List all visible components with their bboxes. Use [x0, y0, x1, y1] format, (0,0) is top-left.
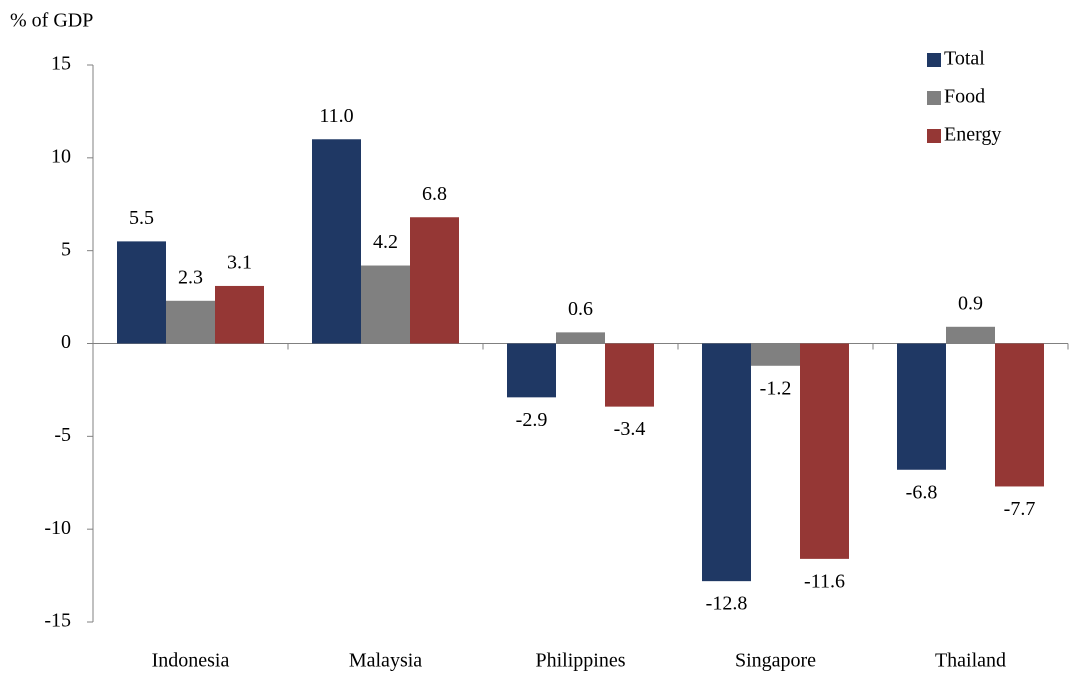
value-label: -1.2: [760, 377, 792, 399]
bar: [897, 343, 946, 470]
value-label: -12.8: [706, 593, 748, 615]
value-label: -6.8: [906, 481, 938, 503]
value-label: 3.1: [227, 252, 252, 274]
legend-label: Food: [944, 86, 985, 108]
bar: [117, 241, 166, 344]
legend-swatch: [927, 53, 941, 67]
y-axis-label: % of GDP: [10, 10, 93, 32]
bar: [556, 332, 605, 344]
value-label: -11.6: [804, 570, 845, 592]
value-label: 0.9: [958, 292, 983, 314]
x-tick-label: Philippines: [535, 650, 625, 672]
value-label: 0.6: [568, 298, 593, 320]
y-tick-label: -10: [44, 517, 71, 539]
y-tick-label: 15: [51, 53, 71, 75]
bar: [410, 217, 459, 344]
bar: [995, 343, 1044, 487]
bar: [312, 139, 361, 344]
y-tick-label: -15: [44, 610, 71, 632]
bar: [800, 343, 849, 559]
bar: [215, 285, 264, 344]
bar: [605, 343, 654, 407]
legend-swatch: [927, 129, 941, 143]
y-tick-label: 0: [61, 331, 71, 353]
y-tick-label: 5: [61, 238, 71, 260]
bar: [751, 343, 800, 366]
bar: [702, 343, 751, 582]
value-label: -2.9: [516, 409, 548, 431]
x-tick-label: Thailand: [935, 650, 1006, 672]
bar: [361, 265, 410, 344]
value-label: -7.7: [1004, 498, 1036, 520]
value-label: 5.5: [129, 207, 154, 229]
bar: [946, 326, 995, 344]
value-label: 6.8: [422, 183, 447, 205]
bar: [166, 300, 215, 344]
value-label: -3.4: [614, 418, 646, 440]
x-tick-label: Indonesia: [152, 650, 230, 672]
x-tick-label: Malaysia: [349, 650, 422, 672]
legend-label: Total: [944, 48, 985, 70]
value-label: 2.3: [178, 266, 203, 288]
value-label: 11.0: [319, 105, 353, 127]
legend-swatch: [927, 91, 941, 105]
bar: [507, 343, 556, 398]
y-tick-label: 10: [51, 145, 71, 167]
legend-label: Energy: [944, 124, 1001, 146]
y-tick-label: -5: [54, 424, 71, 446]
x-tick-label: Singapore: [735, 650, 816, 672]
value-label: 4.2: [373, 231, 398, 253]
